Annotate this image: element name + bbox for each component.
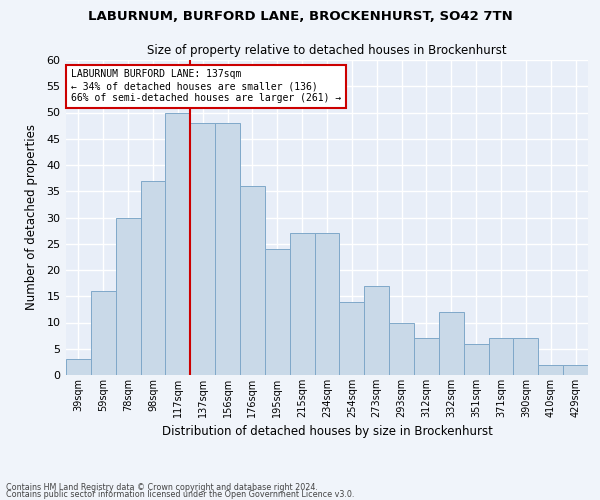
Bar [389, 322, 414, 375]
Bar [116, 218, 140, 375]
Bar [364, 286, 389, 375]
Y-axis label: Number of detached properties: Number of detached properties [25, 124, 38, 310]
Bar [464, 344, 488, 375]
Bar [514, 338, 538, 375]
Bar [488, 338, 514, 375]
Bar [140, 180, 166, 375]
Bar [190, 123, 215, 375]
Bar [290, 233, 314, 375]
Bar [314, 233, 340, 375]
Bar [414, 338, 439, 375]
Text: Contains public sector information licensed under the Open Government Licence v3: Contains public sector information licen… [6, 490, 355, 499]
X-axis label: Distribution of detached houses by size in Brockenhurst: Distribution of detached houses by size … [161, 426, 493, 438]
Bar [166, 112, 190, 375]
Bar [240, 186, 265, 375]
Bar [215, 123, 240, 375]
Bar [66, 359, 91, 375]
Text: Contains HM Land Registry data © Crown copyright and database right 2024.: Contains HM Land Registry data © Crown c… [6, 484, 318, 492]
Bar [340, 302, 364, 375]
Text: LABURNUM, BURFORD LANE, BROCKENHURST, SO42 7TN: LABURNUM, BURFORD LANE, BROCKENHURST, SO… [88, 10, 512, 23]
Bar [439, 312, 464, 375]
Bar [563, 364, 588, 375]
Bar [538, 364, 563, 375]
Title: Size of property relative to detached houses in Brockenhurst: Size of property relative to detached ho… [147, 44, 507, 58]
Bar [91, 291, 116, 375]
Bar [265, 249, 290, 375]
Text: LABURNUM BURFORD LANE: 137sqm
← 34% of detached houses are smaller (136)
66% of : LABURNUM BURFORD LANE: 137sqm ← 34% of d… [71, 70, 341, 102]
